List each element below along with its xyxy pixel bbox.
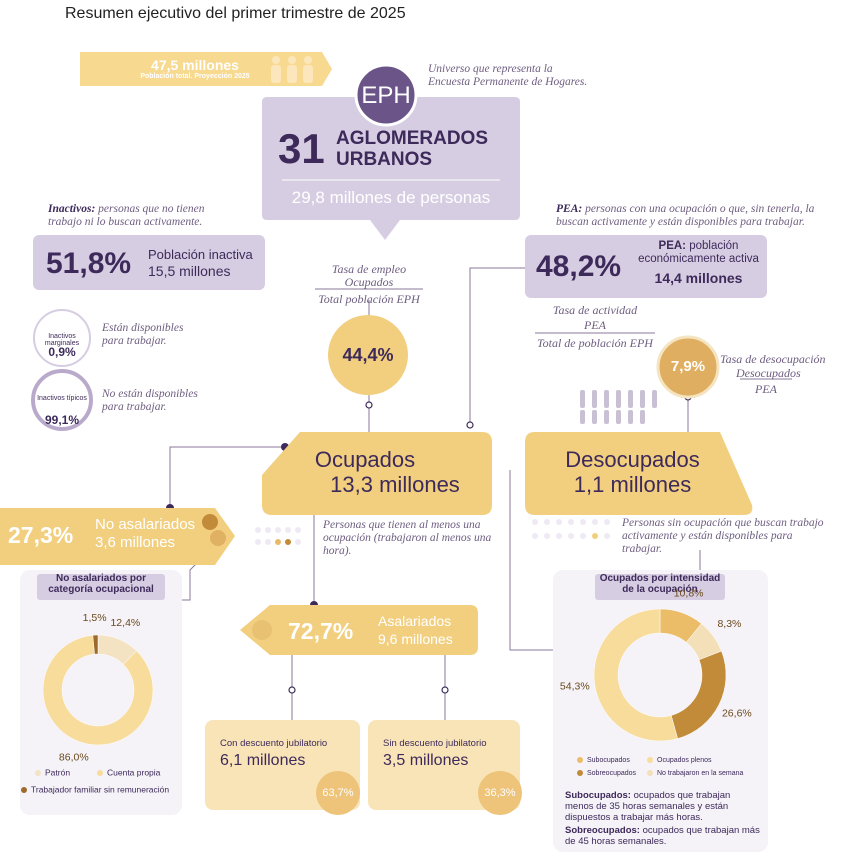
no-asalariados-value: 3,6 millones <box>95 534 176 551</box>
pea-percent: 48,2% <box>536 250 622 283</box>
donut-slice <box>92 634 99 655</box>
chart-title-line: categoría ocupacional <box>48 584 154 595</box>
rate-denominator: Total población EPH <box>318 292 420 306</box>
desocupados-label: Desocupados <box>565 447 700 472</box>
value-label: 10,8% <box>674 588 704 600</box>
inactivos-percent: 51,8% <box>46 247 132 280</box>
tipicos-percent: 99,1% <box>44 413 80 427</box>
legend-label: Ocupados plenos <box>657 757 712 764</box>
legend-swatch <box>577 757 583 763</box>
pea-value: 14,4 millones <box>654 270 743 286</box>
tipicos-label: Inactivos típicos <box>37 395 87 402</box>
inactivos-definition: Inactivos: personas que no tienen trabaj… <box>48 203 233 229</box>
term: Subocupados: <box>565 790 631 801</box>
asalariados-label: Asalariados <box>378 613 452 629</box>
legend-label: Subocupados <box>587 757 630 764</box>
pea-label: PEA: población económicamente activa <box>636 240 761 266</box>
chart-title-line: Ocupados por intensidad <box>600 573 721 584</box>
rate-title: Tasa de actividad <box>552 303 638 317</box>
value-label: 54,3% <box>560 680 590 692</box>
legend-label: No trabajaron en la semana <box>657 770 743 777</box>
con-descuento-label: Con descuento jubilatorio <box>220 738 328 749</box>
value-label: 12,4% <box>110 617 140 629</box>
legend-label: Patrón <box>45 767 70 777</box>
chart-title: No asalariados por categoría ocupacional <box>48 573 154 595</box>
label: población económicamente activa <box>638 240 759 265</box>
note: Sobreocupados: ocupados que trabajan más… <box>565 825 760 847</box>
universe-number: 31 <box>278 125 325 172</box>
page-title: Resumen ejecutivo del primer trimestre d… <box>65 5 406 22</box>
chart-title: Ocupados por intensidad de la ocupación <box>600 573 721 595</box>
population-label: Población total. Proyección 2025 <box>140 73 250 80</box>
ocupados-label: Ocupados <box>314 447 416 472</box>
rate-denominator: PEA <box>755 382 777 396</box>
sin-descuento-value: 3,5 millones <box>383 752 469 769</box>
ocupados-value: 13,3 millones <box>330 472 460 497</box>
definition: personas con una ocupación o que, sin te… <box>556 203 815 228</box>
marginales-description: Están disponibles para trabajar. <box>102 322 184 347</box>
rate-numerator: Ocupados <box>344 275 394 289</box>
legend-swatch <box>35 770 41 776</box>
legend-swatch <box>21 787 27 793</box>
value-label: 8,3% <box>717 618 741 630</box>
value-label: 86,0% <box>59 752 89 764</box>
marginales-label: Inactivos marginales <box>44 333 80 347</box>
legend-swatch <box>577 770 583 776</box>
ocupados-description: Personas que tienen al menos una ocupaci… <box>323 519 492 557</box>
donut-slice <box>670 650 727 739</box>
term: PEA: <box>556 203 583 215</box>
definition: personas que no tienen trabajo ni lo bus… <box>48 203 205 228</box>
inactivos-label: Población inactiva <box>148 247 253 262</box>
rate-title: Tasa de empleo <box>331 262 407 276</box>
marginales-percent: 0,9% <box>48 345 76 359</box>
population-value: 47,5 millones <box>151 57 239 73</box>
universe-people: 29,8 millones de personas <box>291 188 491 207</box>
sin-descuento-percent: 36,3% <box>484 787 516 799</box>
no-asalariados-label: No asalariados <box>95 516 196 533</box>
inactivos-value: 15,5 millones <box>148 263 231 279</box>
rate-denominator: Total de población EPH <box>537 336 653 350</box>
con-descuento-value: 6,1 millones <box>220 752 306 769</box>
term: Sobreocupados: <box>565 825 640 836</box>
universe-label: AGLOMERADOS URBANOS <box>336 128 488 170</box>
pea-definition: PEA: personas con una ocupación o que, s… <box>556 203 836 229</box>
legend-label: Trabajador familiar sin remuneración <box>31 784 169 794</box>
rate-value: 44,4% <box>342 345 394 365</box>
value-label: 26,6% <box>722 707 752 719</box>
chart-title-line: No asalariados por <box>56 573 146 584</box>
rate-numerator: Desocupados <box>736 366 801 380</box>
term: PEA: <box>658 240 687 252</box>
legend-swatch <box>647 770 653 776</box>
legend-swatch <box>647 757 653 763</box>
desocupados-description: Personas sin ocupación que buscan trabaj… <box>622 517 824 555</box>
chart-title-line: de la ocupación <box>622 584 698 595</box>
donut-slice <box>593 608 678 742</box>
sin-descuento-label: Sin descuento jubilatorio <box>383 738 487 749</box>
no-asalariados-percent: 27,3% <box>8 522 74 548</box>
legend-label: Cuenta propia <box>107 767 161 777</box>
term: Inactivos: <box>48 203 96 215</box>
rate-title: Tasa de desocupación <box>720 352 826 366</box>
legend-swatch <box>97 770 103 776</box>
donut-slice <box>42 634 154 746</box>
eph-badge: EPH <box>361 82 411 109</box>
con-descuento-percent: 63,7% <box>322 787 354 799</box>
tipicos-description: No están disponibles para trabajar. <box>102 388 198 413</box>
text: ocupados que trabajan menos de 35 horas … <box>565 790 731 823</box>
rate-value: 7,9% <box>670 358 706 375</box>
eph-note: Universo que representa la Encuesta Perm… <box>428 63 588 88</box>
desocupados-value: 1,1 millones <box>573 472 692 497</box>
asalariados-value: 9,6 millones <box>378 631 453 647</box>
rate-numerator: PEA <box>584 318 606 332</box>
text: ocupados que trabajan más de 45 horas se… <box>565 825 760 847</box>
asalariados-percent: 72,7% <box>288 618 354 644</box>
legend-label: Sobreocupados <box>587 770 637 777</box>
value-label: 1,5% <box>83 612 107 624</box>
note: Subocupados: ocupados que trabajan menos… <box>565 790 760 823</box>
